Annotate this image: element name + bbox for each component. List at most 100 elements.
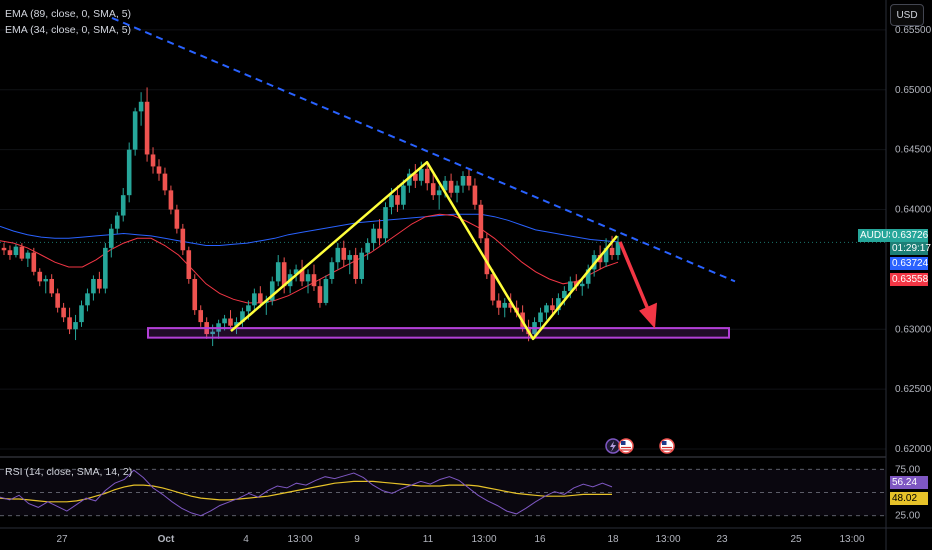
candle[interactable] — [150, 147, 156, 174]
candle[interactable] — [454, 180, 460, 203]
candle[interactable] — [478, 199, 484, 244]
candle[interactable] — [305, 269, 311, 294]
currency-button[interactable]: USD — [890, 4, 924, 26]
descending-trendline[interactable] — [111, 17, 736, 283]
candle[interactable] — [490, 269, 496, 306]
candle[interactable] — [275, 255, 281, 287]
support-zone-box[interactable] — [147, 327, 730, 339]
candle[interactable] — [1, 243, 7, 256]
candle[interactable] — [228, 310, 233, 330]
candle[interactable] — [269, 276, 275, 306]
candle[interactable] — [544, 302, 549, 320]
candle[interactable] — [49, 274, 54, 297]
candle[interactable] — [198, 305, 204, 327]
candle[interactable] — [341, 240, 347, 268]
candle[interactable] — [472, 178, 478, 210]
candle[interactable] — [103, 243, 108, 294]
economic-events[interactable] — [605, 438, 675, 454]
rsi-pane[interactable]: 75.00 25.00 — [0, 456, 920, 522]
forecast-arrow-shaft[interactable] — [618, 241, 653, 318]
candle[interactable] — [61, 302, 66, 323]
rsi-legend[interactable]: RSI (14, close, SMA, 14, 2) — [5, 466, 133, 478]
candle[interactable] — [31, 247, 37, 276]
candle[interactable] — [424, 161, 430, 191]
candle[interactable] — [109, 223, 114, 258]
candle[interactable] — [413, 164, 418, 188]
candle[interactable] — [579, 278, 585, 296]
candle[interactable] — [317, 278, 323, 308]
candle[interactable] — [383, 202, 388, 244]
candle[interactable] — [347, 250, 353, 275]
candle[interactable] — [67, 307, 72, 335]
candle[interactable] — [25, 250, 31, 268]
ema-34-legend[interactable]: EMA (34, close, 0, SMA, 5) — [5, 24, 132, 36]
candle[interactable] — [126, 142, 132, 203]
candle[interactable] — [97, 271, 102, 294]
candle[interactable] — [281, 257, 287, 294]
candle[interactable] — [460, 171, 466, 193]
candle[interactable] — [407, 168, 412, 193]
candle[interactable] — [73, 314, 78, 341]
candle[interactable] — [299, 259, 305, 287]
candle[interactable] — [538, 307, 543, 330]
candle[interactable] — [359, 247, 364, 284]
candle[interactable] — [240, 307, 245, 327]
candle[interactable] — [329, 257, 335, 284]
chart-drawings[interactable] — [111, 17, 736, 341]
candle[interactable] — [502, 298, 508, 318]
candle[interactable] — [144, 87, 150, 162]
candle[interactable] — [13, 244, 19, 258]
candle[interactable] — [496, 293, 502, 315]
candle[interactable] — [79, 300, 84, 327]
candle[interactable] — [603, 238, 609, 268]
time-axis[interactable]: 27 Oct 4 13:00 9 11 13:00 16 18 13:00 23 25 13:00 — [0, 527, 932, 545]
candle[interactable] — [258, 286, 263, 308]
candle[interactable] — [365, 238, 370, 260]
candle[interactable] — [7, 245, 13, 260]
candle[interactable] — [323, 275, 329, 306]
candle[interactable] — [395, 185, 400, 212]
candle[interactable] — [192, 274, 198, 315]
candle[interactable] — [162, 167, 168, 196]
candle[interactable] — [138, 92, 144, 126]
candle[interactable] — [174, 204, 180, 234]
candle[interactable] — [466, 168, 472, 191]
candle[interactable] — [550, 298, 555, 315]
candle[interactable] — [19, 243, 25, 262]
candlestick-series[interactable] — [1, 87, 621, 347]
candle[interactable] — [430, 173, 436, 200]
candle[interactable] — [573, 274, 579, 291]
candle[interactable] — [448, 173, 454, 198]
candle[interactable] — [484, 233, 490, 279]
price-axis[interactable]: 0.65500 0.65000 0.64500 0.64000 0.63000 0.625… — [885, 0, 932, 550]
ema-89-legend[interactable]: EMA (89, close, 0, SMA, 5) — [5, 8, 132, 20]
candle[interactable] — [120, 187, 126, 222]
candle[interactable] — [353, 247, 359, 284]
candle[interactable] — [132, 107, 138, 156]
candle[interactable] — [293, 264, 299, 282]
candle[interactable] — [377, 219, 382, 246]
candle[interactable] — [180, 223, 186, 256]
candle[interactable] — [186, 246, 192, 284]
candle[interactable] — [436, 185, 442, 210]
candle[interactable] — [615, 235, 621, 260]
candle[interactable] — [252, 288, 257, 311]
candle[interactable] — [114, 211, 120, 234]
candle[interactable] — [43, 275, 49, 294]
us-flag-event-icon[interactable] — [659, 438, 675, 454]
candle[interactable] — [168, 185, 174, 215]
candle[interactable] — [371, 223, 376, 251]
candle[interactable] — [91, 275, 96, 301]
candle[interactable] — [556, 293, 561, 315]
candle[interactable] — [585, 264, 591, 289]
candle[interactable] — [55, 288, 60, 313]
zigzag-pattern[interactable] — [230, 160, 618, 341]
candle[interactable] — [37, 268, 43, 287]
candle[interactable] — [311, 264, 317, 291]
candle[interactable] — [156, 159, 162, 181]
lightning-event-icon[interactable] — [605, 438, 621, 454]
candle[interactable] — [335, 243, 341, 270]
candle[interactable] — [401, 179, 406, 210]
us-flag-event-icon[interactable] — [618, 438, 634, 454]
